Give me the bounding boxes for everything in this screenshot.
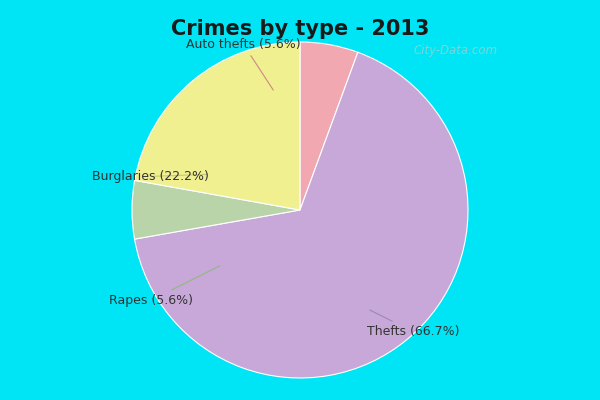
Text: City-Data.com: City-Data.com — [413, 44, 497, 57]
Text: Burglaries (22.2%): Burglaries (22.2%) — [92, 170, 209, 183]
Text: Auto thefts (5.6%): Auto thefts (5.6%) — [186, 38, 301, 90]
Wedge shape — [134, 42, 300, 210]
Text: Crimes by type - 2013: Crimes by type - 2013 — [171, 18, 429, 39]
Wedge shape — [132, 180, 300, 239]
Wedge shape — [134, 52, 468, 378]
Text: Thefts (66.7%): Thefts (66.7%) — [367, 310, 460, 338]
Text: Rapes (5.6%): Rapes (5.6%) — [109, 266, 220, 307]
Wedge shape — [300, 42, 358, 210]
